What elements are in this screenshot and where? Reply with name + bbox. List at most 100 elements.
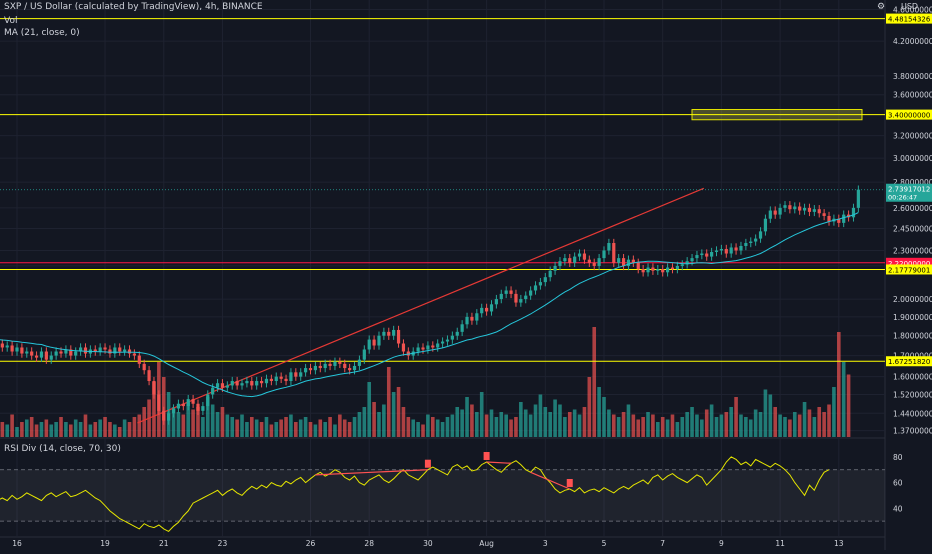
candle-body <box>250 381 254 386</box>
volume-bar <box>29 417 34 437</box>
candle-body <box>259 381 264 384</box>
volume-bar <box>269 424 274 437</box>
candle-body <box>494 299 498 305</box>
volume-bar <box>430 417 435 437</box>
volume-bar <box>88 424 93 437</box>
candle-body <box>220 383 225 388</box>
candle-body <box>289 372 293 382</box>
volume-bar <box>563 417 567 437</box>
settings-gear-icon[interactable]: ⚙ <box>877 2 886 12</box>
volume-bar <box>690 407 694 437</box>
candle-body <box>710 251 714 257</box>
symbol-title: SXP / US Dollar (calculated by TradingVi… <box>4 2 263 12</box>
candle-body <box>802 207 807 211</box>
candle-body <box>421 347 425 350</box>
candle-body <box>621 258 626 266</box>
candle-body <box>372 339 376 346</box>
y-tick-label: 1.44000000 <box>893 409 932 418</box>
volume-bar <box>411 419 416 437</box>
volume-bar <box>362 407 367 437</box>
candle-body <box>152 381 156 395</box>
candle-body <box>665 267 670 273</box>
candle-body <box>524 295 528 300</box>
volume-bar <box>734 397 738 437</box>
volume-bar <box>846 374 851 437</box>
x-tick-label: 11 <box>775 539 785 548</box>
candle-body <box>626 259 631 266</box>
volume-bar <box>812 417 817 437</box>
level-price-tag <box>886 264 932 275</box>
volume-bar <box>465 397 469 437</box>
x-tick-label: 19 <box>100 539 110 548</box>
volume-bar <box>83 414 88 437</box>
volume-bar <box>656 422 660 437</box>
candle-body <box>59 351 63 354</box>
moving-average-line <box>0 212 859 398</box>
candle-body <box>573 256 577 263</box>
volume-bar <box>822 412 826 437</box>
level-price-label: 2.22000000 <box>888 260 930 268</box>
volume-bar <box>108 422 112 437</box>
candle-body <box>695 255 699 259</box>
volume-bar <box>181 414 186 437</box>
volume-bar <box>113 424 117 437</box>
candle-body <box>15 347 19 352</box>
volume-bar <box>264 417 269 437</box>
candle-body <box>396 329 401 344</box>
candle-body <box>739 245 743 251</box>
candle-body <box>807 207 812 212</box>
candle-body <box>480 307 484 314</box>
y-tick-label: 2.30000000 <box>893 246 932 255</box>
candle-body <box>538 282 543 286</box>
volume-bar <box>205 397 210 437</box>
volume-bar <box>499 412 504 437</box>
volume-bar <box>10 414 14 437</box>
volume-bar <box>215 412 220 437</box>
volume-bar <box>519 402 523 437</box>
rsi-divergence-line <box>486 461 512 464</box>
candle-body <box>69 349 73 356</box>
volume-bar <box>602 397 606 437</box>
volume-bar <box>700 419 704 437</box>
volume-bar <box>763 389 768 437</box>
candle-body <box>211 387 215 395</box>
candle-body <box>5 345 9 348</box>
candle-body <box>670 267 675 270</box>
volume-bar <box>739 414 743 437</box>
candle-body <box>108 349 112 354</box>
candle-body <box>201 406 205 411</box>
y-tick-label: 1.80000000 <box>893 332 932 341</box>
candle-body <box>171 408 176 414</box>
volume-bar <box>817 407 822 437</box>
x-tick-label: 30 <box>423 539 433 548</box>
volume-bar <box>245 422 249 437</box>
candle-body <box>455 331 459 336</box>
volume-bar <box>171 407 176 437</box>
volume-bar <box>489 409 494 437</box>
candle-body <box>74 351 78 356</box>
volume-bar <box>64 422 68 437</box>
candle-body <box>54 351 58 356</box>
volume-bar <box>719 414 724 437</box>
candle-body <box>577 253 582 257</box>
volume-bar <box>553 399 557 437</box>
candle-body <box>264 378 269 384</box>
level-price-tag <box>886 356 932 367</box>
candle-body <box>269 378 273 382</box>
volume-bar <box>832 387 836 437</box>
volume-bar <box>176 412 181 437</box>
candle-body <box>123 349 127 352</box>
volume-bar <box>807 409 812 437</box>
candle-body <box>822 213 826 216</box>
y-tick-label: 2.45000000 <box>893 225 932 234</box>
candle-body <box>719 248 723 251</box>
level-price-label: 2.17779001 <box>888 266 930 274</box>
volume-bar <box>191 409 195 437</box>
volume-bar <box>254 419 259 437</box>
candle-body <box>83 347 88 354</box>
volume-bar <box>435 419 440 437</box>
volume-bar <box>0 422 5 437</box>
candle-body <box>499 293 503 300</box>
